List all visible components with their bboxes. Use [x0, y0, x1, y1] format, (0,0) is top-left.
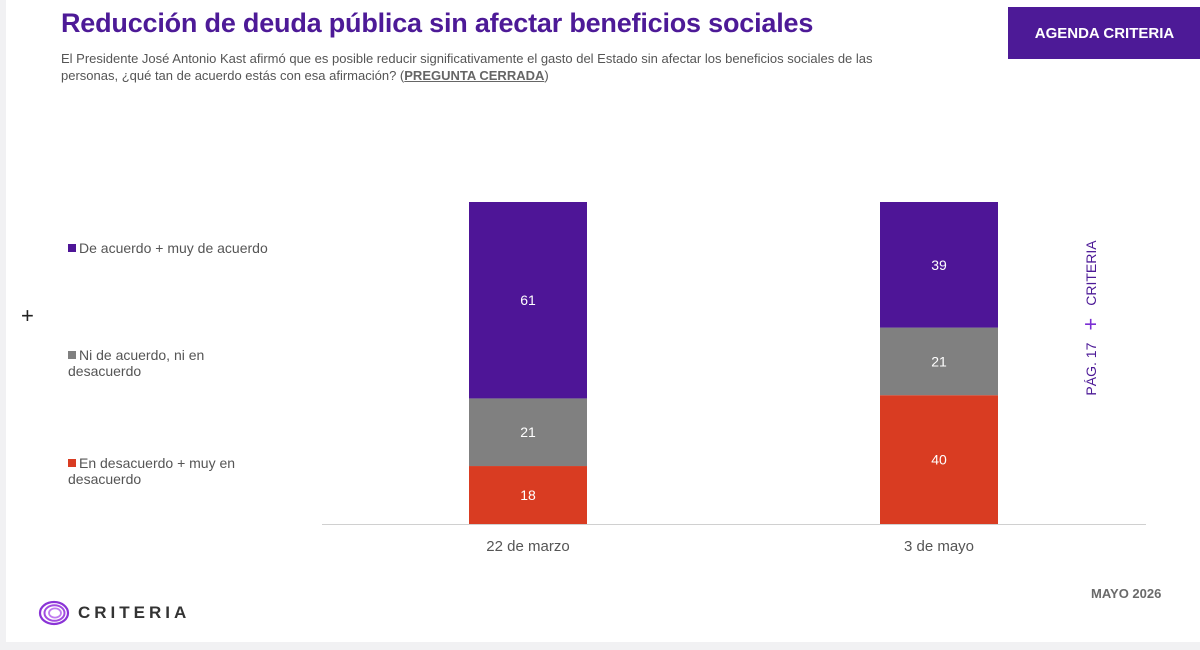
- legend-item-disagree: En desacuerdo + muy en desacuerdo: [68, 455, 268, 487]
- legend-item-agree: De acuerdo + muy de acuerdo: [68, 240, 268, 256]
- x-tick-label: 3 de mayo: [904, 538, 974, 555]
- legend-label: De acuerdo + muy de acuerdo: [79, 240, 268, 256]
- bar-segment: [880, 395, 998, 524]
- bar-segment: [469, 398, 587, 467]
- legend-swatch-neutral: [68, 351, 76, 359]
- slide: Reducción de deuda pública sin afectar b…: [6, 0, 1200, 642]
- question-type-tag: PREGUNTA CERRADA: [404, 68, 545, 83]
- bar-segment: [880, 202, 998, 328]
- bar-segment: [880, 327, 998, 396]
- data-label: 21: [931, 353, 947, 369]
- question-close: ): [544, 68, 549, 83]
- stacked-bar-chart: 18 21 61 22 de marzo 40 21 39 3 de mayo: [322, 202, 1146, 555]
- logo-wordmark: CRITERIA: [78, 603, 191, 622]
- report-date: MAYO 2026: [1091, 586, 1162, 601]
- data-label: 61: [520, 292, 536, 308]
- legend-swatch-agree: [68, 244, 76, 252]
- plus-icon: +: [1078, 317, 1103, 331]
- plus-icon: +: [21, 303, 34, 328]
- side-page-marker: PÁG. 17 + CRITERIA: [1078, 218, 1104, 418]
- bar-segment: [469, 466, 587, 524]
- section-badge: AGENDA CRITERIA: [1008, 7, 1200, 59]
- legend-swatch-disagree: [68, 459, 76, 467]
- x-tick-label: 22 de marzo: [486, 538, 569, 555]
- question-body: El Presidente José Antonio Kast afirmó q…: [61, 51, 873, 83]
- brand-logo: CRITERIA: [38, 600, 190, 626]
- page-title: Reducción de deuda pública sin afectar b…: [61, 8, 814, 38]
- data-label: 39: [931, 257, 947, 273]
- data-label: 21: [520, 424, 536, 440]
- bar-segment: [469, 202, 587, 399]
- criteria-swirl-icon: [38, 600, 70, 626]
- legend-item-neutral: Ni de acuerdo, ni en desacuerdo: [68, 347, 268, 379]
- data-label: 18: [520, 487, 536, 503]
- side-brand: CRITERIA: [1083, 240, 1099, 306]
- page-number: PÁG. 17: [1083, 342, 1099, 396]
- legend-label: Ni de acuerdo, ni en desacuerdo: [68, 347, 205, 379]
- data-label: 40: [931, 452, 947, 468]
- legend-label: En desacuerdo + muy en desacuerdo: [68, 455, 236, 487]
- question-text: El Presidente José Antonio Kast afirmó q…: [61, 50, 881, 84]
